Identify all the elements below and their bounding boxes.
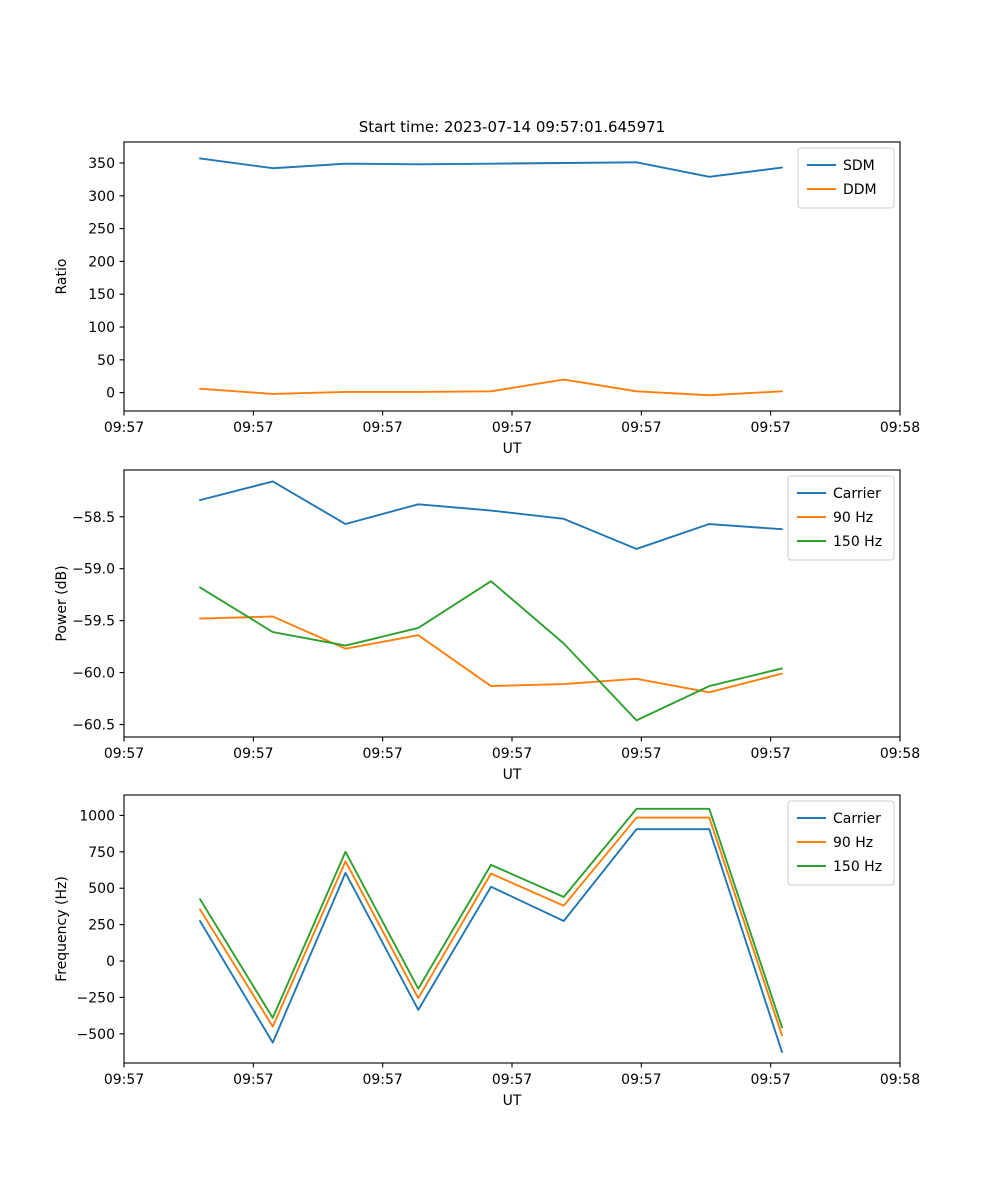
axes-frame	[123, 141, 901, 412]
power-panel-svg: −58.5 −59.0 −59.5 −60.0 −60.5 09:57 09:57 09:57…	[54, 469, 920, 783]
y-tick-label: 350	[88, 156, 115, 172]
x-tick-label: 09:57	[621, 420, 661, 436]
x-tick-label: 09:57	[750, 746, 790, 762]
y-tick-label: −58.5	[72, 510, 115, 526]
y-axis-label: Frequency (Hz)	[54, 876, 70, 982]
legend-label-90-hz: 90 Hz	[833, 835, 873, 851]
y-tick-label: −250	[77, 990, 115, 1006]
y-tick-label: −60.0	[72, 666, 115, 682]
series-line-ddm	[199, 378, 783, 397]
x-tick-label: 09:57	[621, 746, 661, 762]
series-line-carrier	[199, 480, 783, 550]
legend: SDM DDM	[797, 147, 895, 209]
x-tick-label: 09:57	[362, 420, 402, 436]
legend-label-150-hz: 150 Hz	[833, 859, 882, 875]
x-tick-label: 09:57	[750, 1072, 790, 1088]
frequency-panel-svg: −500 −250 0 250 500 750 1000 09:57 09:57 09:57 09:…	[54, 794, 920, 1109]
y-tick-label: 50	[97, 353, 115, 369]
legend-label-carrier: Carrier	[833, 486, 881, 502]
series-line-sdm	[199, 157, 783, 178]
y-tick-label: 200	[88, 254, 115, 270]
y-tick-label: 0	[106, 954, 115, 970]
ratio-panel-svg: Start time: 2023-07-14 09:57:01.645971 0 5…	[54, 118, 920, 457]
y-tick-label: 1000	[79, 808, 115, 824]
x-tick-label: 09:58	[880, 746, 920, 762]
series-line-90-hz	[199, 615, 783, 694]
legend-label-carrier: Carrier	[833, 811, 881, 827]
legend-label-ddm: DDM	[843, 182, 877, 198]
x-axis-label: UT	[503, 1093, 522, 1109]
x-tick-label: 09:57	[621, 1072, 661, 1088]
series-line-90-hz	[199, 816, 783, 1037]
series-line-carrier	[199, 828, 783, 1054]
y-tick-label: 300	[88, 189, 115, 205]
y-tick-label: −59.5	[72, 614, 115, 630]
y-tick-label: −500	[77, 1027, 115, 1043]
frequency-panel: −500 −250 0 250 500 750 1000 09:57 09:57 09:57 09:…	[0, 790, 1000, 1200]
y-tick-label: 0	[106, 386, 115, 402]
x-tick-label: 09:57	[104, 1072, 144, 1088]
y-tick-label: −59.0	[72, 562, 115, 578]
ratio-panel: Start time: 2023-07-14 09:57:01.645971 0 5…	[0, 0, 1000, 465]
x-axis-label: UT	[503, 441, 522, 457]
x-tick-label: 09:57	[104, 420, 144, 436]
legend-label-150-hz: 150 Hz	[833, 534, 882, 550]
y-tick-label: 250	[88, 222, 115, 238]
legend-background	[797, 147, 895, 209]
power-panel: −58.5 −59.0 −59.5 −60.0 −60.5 09:57 09:57 09:57…	[0, 465, 1000, 790]
series-line-150-hz	[199, 580, 783, 722]
legend-label-90-hz: 90 Hz	[833, 510, 873, 526]
legend-label-sdm: SDM	[843, 158, 875, 174]
x-tick-label: 09:57	[492, 746, 532, 762]
x-axis-label: UT	[503, 767, 522, 783]
figure-title: Start time: 2023-07-14 09:57:01.645971	[359, 118, 665, 136]
axes-frame	[123, 794, 901, 1064]
legend-background	[787, 475, 895, 561]
x-tick-label: 09:57	[233, 1072, 273, 1088]
y-tick-label: −60.5	[72, 718, 115, 734]
x-tick-label: 09:57	[492, 420, 532, 436]
y-tick-label: 750	[88, 845, 115, 861]
x-tick-label: 09:57	[362, 746, 402, 762]
legend: Carrier 90 Hz 150 Hz	[787, 475, 895, 561]
x-tick-label: 09:57	[233, 420, 273, 436]
x-tick-label: 09:57	[104, 746, 144, 762]
y-tick-label: 100	[88, 320, 115, 336]
x-tick-label: 09:57	[750, 420, 790, 436]
series-line-150-hz	[199, 807, 783, 1029]
legend: Carrier 90 Hz 150 Hz	[787, 800, 895, 886]
legend-background	[787, 800, 895, 886]
y-axis-label: Power (dB)	[54, 565, 70, 641]
x-tick-label: 09:58	[880, 420, 920, 436]
x-tick-label: 09:57	[362, 1072, 402, 1088]
x-tick-label: 09:58	[880, 1072, 920, 1088]
y-tick-label: 250	[88, 918, 115, 934]
axes-frame	[123, 469, 901, 738]
y-tick-label: 150	[88, 287, 115, 303]
x-tick-label: 09:57	[233, 746, 273, 762]
x-tick-label: 09:57	[492, 1072, 532, 1088]
y-tick-label: 500	[88, 881, 115, 897]
y-axis-label: Ratio	[54, 259, 70, 295]
